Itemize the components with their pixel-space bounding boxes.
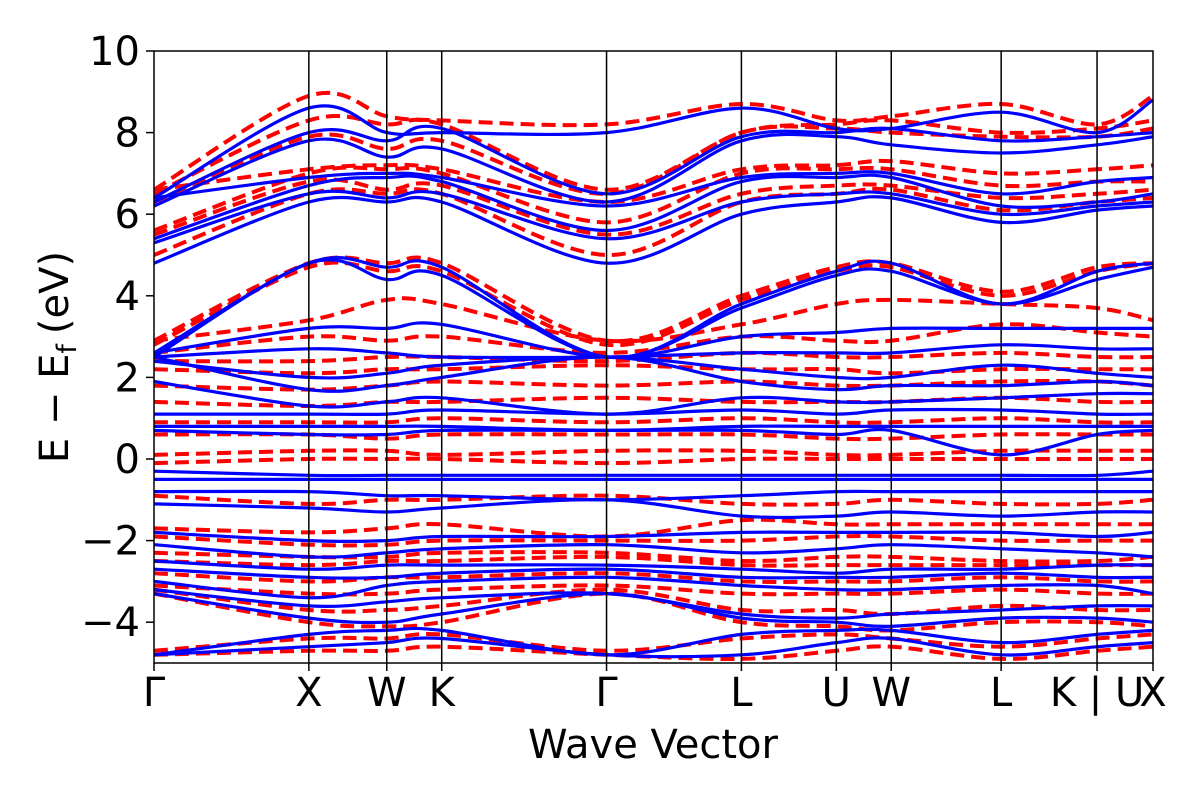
blue-band-line <box>154 173 1153 241</box>
blue-band-line <box>154 626 1153 657</box>
red-band-line <box>154 378 1153 392</box>
x-tick-label: L <box>990 670 1013 716</box>
blue-band-line <box>154 567 1153 580</box>
y-tick-label: 2 <box>115 355 140 401</box>
y-tick-label: 0 <box>115 437 140 483</box>
x-tick-label: L <box>730 670 753 716</box>
blue-band-line <box>154 469 1153 478</box>
x-tick-label: Γ <box>143 670 166 716</box>
blue-band-line <box>154 530 1153 544</box>
x-tick-label: K | U <box>1050 670 1144 716</box>
blue-band-line <box>154 591 1153 628</box>
red-band-line <box>154 448 1153 458</box>
blue-band-line <box>154 428 1153 457</box>
band-lines <box>154 90 1153 662</box>
blue-band-line <box>154 355 1153 393</box>
red-band-line <box>154 416 1153 425</box>
y-tick-label: 6 <box>115 192 140 238</box>
blue-band-line <box>154 407 1153 417</box>
y-axis-ticks: 10 8 6 4 2 0 −2 −4 <box>81 29 154 646</box>
y-axis-label-main: E − E <box>32 354 78 464</box>
red-band-line <box>154 587 1153 617</box>
x-tick-label: X <box>1139 670 1166 716</box>
x-tick-label: K <box>429 670 457 716</box>
blue-band-line <box>154 559 1153 575</box>
red-band-line <box>154 644 1153 662</box>
blue-band-line <box>154 588 1153 620</box>
red-band-line <box>154 456 1153 466</box>
blue-band-line <box>154 343 1153 360</box>
red-band-line <box>154 165 1153 233</box>
plot-frame <box>153 50 1154 664</box>
y-tick-label: 8 <box>115 111 140 157</box>
x-axis-label: Wave Vector <box>528 722 779 768</box>
y-axis-label-subscript: f <box>52 343 83 354</box>
red-band-line <box>154 363 1153 376</box>
blue-band-line <box>154 489 1153 502</box>
blue-band-line <box>154 379 1153 416</box>
red-band-line <box>154 124 1153 204</box>
blue-band-line <box>154 258 1153 360</box>
blue-band-line <box>154 170 1153 208</box>
blue-band-line <box>154 543 1153 559</box>
blue-band-line <box>154 355 1153 381</box>
red-band-line <box>154 322 1153 355</box>
blue-band-line <box>154 424 1153 432</box>
x-tick-label: Γ <box>595 670 618 716</box>
red-band-line <box>154 571 1153 585</box>
x-tick-label: W <box>871 670 911 716</box>
red-band-line <box>154 554 1153 568</box>
red-band-line <box>154 432 1153 442</box>
blue-band-line <box>154 256 1153 360</box>
x-tick-label: W <box>367 670 407 716</box>
blue-band-line <box>154 498 1153 520</box>
red-band-line <box>154 533 1153 548</box>
y-tick-label: −2 <box>81 519 140 565</box>
red-band-line <box>154 517 1153 539</box>
red-band-line <box>154 591 1153 633</box>
y-axis-label-unit: (eV) <box>32 251 78 334</box>
x-tick-label: X <box>295 670 322 716</box>
high-symmetry-lines <box>308 51 1098 663</box>
blue-band-line <box>154 575 1153 600</box>
y-tick-label: −4 <box>81 600 140 646</box>
y-tick-label: 10 <box>89 29 140 75</box>
blue-band-line <box>154 321 1153 359</box>
red-band-line <box>154 493 1153 507</box>
blue-band-line <box>154 98 1153 200</box>
y-tick-label: 4 <box>115 274 140 320</box>
y-axis-label: E − Ef (eV) <box>32 251 83 463</box>
blue-band-line <box>154 636 1153 659</box>
red-band-line <box>154 631 1153 653</box>
red-band-line <box>154 90 1153 192</box>
x-tick-label: U <box>822 670 851 716</box>
